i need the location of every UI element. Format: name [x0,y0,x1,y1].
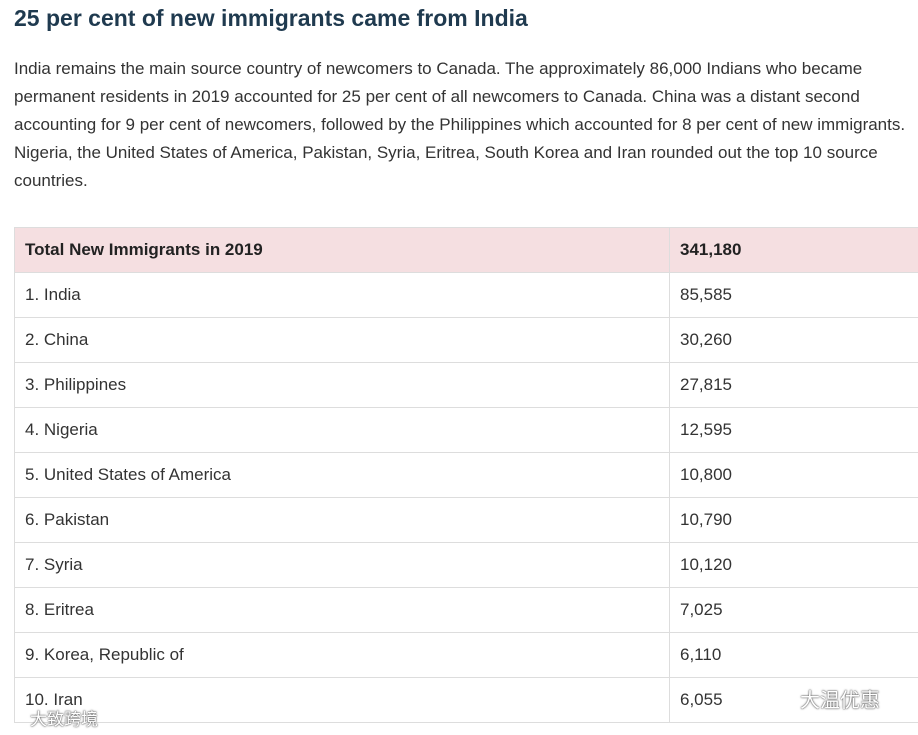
count-cell: 10,120 [669,542,918,588]
table-row: 7. Syria 10,120 [14,542,918,588]
watermark: 大致跨境 [30,710,98,729]
table: Total New Immigrants in 2019 341,180 1. … [14,227,918,723]
table-row: 4. Nigeria 12,595 [14,407,918,453]
count-cell: 10,790 [669,497,918,543]
watermark: 大温优惠 [800,690,880,712]
country-cell: 3. Philippines [14,362,670,408]
table-row: 6. Pakistan 10,790 [14,497,918,543]
table-row: 2. China 30,260 [14,317,918,363]
country-cell: 1. India [14,272,670,318]
count-cell: 6,110 [669,632,918,678]
table-row: 9. Korea, Republic of 6,110 [14,632,918,678]
table-row: 1. India 85,585 [14,272,918,318]
country-cell: 7. Syria [14,542,670,588]
country-cell: 10. Iran [14,677,670,723]
table-row: 10. Iran 6,055 [14,677,918,723]
title: 25 per cent of new immigrants came from … [14,5,528,31]
header-row: Total New Immigrants in 2019 341,180 [14,227,918,273]
table-row: 8. Eritrea 7,025 [14,587,918,633]
count-cell: 10,800 [669,452,918,498]
header-cell: Total New Immigrants in 2019 [14,227,670,273]
count-cell: 30,260 [669,317,918,363]
table-row: 3. Philippines 27,815 [14,362,918,408]
header-cell: 341,180 [669,227,918,273]
country-cell: 9. Korea, Republic of [14,632,670,678]
count-cell: 27,815 [669,362,918,408]
count-cell: 12,595 [669,407,918,453]
country-cell: 4. Nigeria [14,407,670,453]
country-cell: 8. Eritrea [14,587,670,633]
country-cell: 5. United States of America [14,452,670,498]
table-row: 5. United States of America 10,800 [14,452,918,498]
paragraph: India remains the main source country of… [14,59,906,190]
count-cell: 7,025 [669,587,918,633]
count-cell: 6,055 [669,677,918,723]
country-cell: 2. China [14,317,670,363]
country-cell: 6. Pakistan [14,497,670,543]
count-cell: 85,585 [669,272,918,318]
